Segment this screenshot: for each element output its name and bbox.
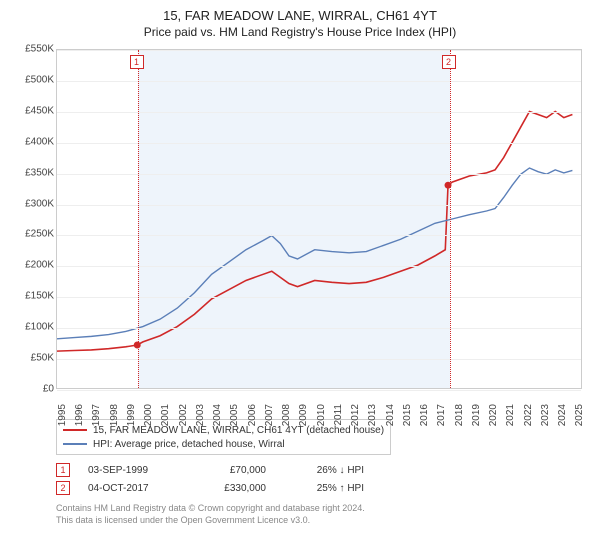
y-axis-label: £100K <box>25 322 54 333</box>
gridline-h <box>57 143 581 144</box>
chart-title: 15, FAR MEADOW LANE, WIRRAL, CH61 4YT <box>12 8 588 23</box>
gridline-h <box>57 235 581 236</box>
x-axis-label: 2015 <box>402 404 413 426</box>
legend-item: HPI: Average price, detached house, Wirr… <box>63 437 384 451</box>
event-marker-box: 1 <box>130 55 144 69</box>
x-axis-label: 2008 <box>281 404 292 426</box>
y-axis-label: £0 <box>43 384 54 395</box>
x-axis-label: 1998 <box>109 404 120 426</box>
y-axis-label: £550K <box>25 44 54 55</box>
y-axis-label: £50K <box>31 353 54 364</box>
x-axis-label: 1997 <box>91 404 102 426</box>
event-line <box>138 50 139 388</box>
legend-label: HPI: Average price, detached house, Wirr… <box>93 439 285 450</box>
series-line <box>57 111 572 351</box>
x-axis-label: 2016 <box>419 404 430 426</box>
events-table: 1 03-SEP-1999 £70,000 26% ↓ HPI 2 04-OCT-2017… <box>56 461 588 497</box>
event-date: 04-OCT-2017 <box>88 483 178 494</box>
x-axis-label: 2006 <box>247 404 258 426</box>
footer: Contains HM Land Registry data © Crown c… <box>56 503 588 526</box>
chart-subtitle: Price paid vs. HM Land Registry's House … <box>12 25 588 39</box>
x-axis-label: 2003 <box>195 404 206 426</box>
gridline-h <box>57 81 581 82</box>
event-number-box: 2 <box>56 481 70 495</box>
plot-area <box>56 49 582 389</box>
series-line <box>57 168 572 339</box>
y-axis-label: £500K <box>25 74 54 85</box>
y-axis-label: £350K <box>25 167 54 178</box>
x-axis-label: 2013 <box>367 404 378 426</box>
gridline-h <box>57 359 581 360</box>
legend-swatch <box>63 429 87 431</box>
footer-line-1: Contains HM Land Registry data © Crown c… <box>56 503 588 515</box>
footer-line-2: This data is licensed under the Open Gov… <box>56 515 588 527</box>
gridline-h <box>57 266 581 267</box>
x-axis-label: 2017 <box>436 404 447 426</box>
y-axis-label: £450K <box>25 105 54 116</box>
x-axis-label: 2001 <box>160 404 171 426</box>
y-axis-label: £250K <box>25 229 54 240</box>
chart-lines <box>57 50 581 388</box>
legend-swatch <box>63 443 87 445</box>
x-axis-label: 2021 <box>505 404 516 426</box>
gridline-h <box>57 205 581 206</box>
x-axis-label: 2009 <box>298 404 309 426</box>
event-number-box: 1 <box>56 463 70 477</box>
x-axis-label: 2010 <box>316 404 327 426</box>
gridline-h <box>57 297 581 298</box>
chart-container: £0 £50K £100K £150K £200K £250K £300K £350K £400… <box>12 45 588 415</box>
x-axis-label: 2020 <box>488 404 499 426</box>
event-diff: 26% ↓ HPI <box>284 465 364 476</box>
x-axis-label: 2022 <box>523 404 534 426</box>
event-price: £70,000 <box>196 465 266 476</box>
gridline-h <box>57 328 581 329</box>
event-line <box>450 50 451 388</box>
event-price: £330,000 <box>196 483 266 494</box>
x-axis-label: 2023 <box>540 404 551 426</box>
x-axis-label: 2005 <box>229 404 240 426</box>
x-axis-label: 2025 <box>574 404 585 426</box>
gridline-h <box>57 174 581 175</box>
x-axis-label: 2007 <box>264 404 275 426</box>
x-axis-label: 2018 <box>454 404 465 426</box>
y-axis-label: £300K <box>25 198 54 209</box>
x-axis-label: 2004 <box>212 404 223 426</box>
event-row: 2 04-OCT-2017 £330,000 25% ↑ HPI <box>56 479 588 497</box>
x-axis-label: 1999 <box>126 404 137 426</box>
y-axis-label: £200K <box>25 260 54 271</box>
event-marker-box: 2 <box>442 55 456 69</box>
y-axis-label: £400K <box>25 136 54 147</box>
y-axis-label: £150K <box>25 291 54 302</box>
x-axis-label: 2014 <box>385 404 396 426</box>
gridline-h <box>57 112 581 113</box>
x-axis-label: 2002 <box>178 404 189 426</box>
gridline-h <box>57 390 581 391</box>
x-axis-label: 2019 <box>471 404 482 426</box>
x-axis-label: 2024 <box>557 404 568 426</box>
event-diff: 25% ↑ HPI <box>284 483 364 494</box>
x-axis-label: 2011 <box>333 404 344 426</box>
x-axis-label: 1995 <box>57 404 68 426</box>
x-axis-label: 2012 <box>350 404 361 426</box>
x-axis-label: 2000 <box>143 404 154 426</box>
event-row: 1 03-SEP-1999 £70,000 26% ↓ HPI <box>56 461 588 479</box>
event-date: 03-SEP-1999 <box>88 465 178 476</box>
x-axis-label: 1996 <box>74 404 85 426</box>
gridline-h <box>57 50 581 51</box>
